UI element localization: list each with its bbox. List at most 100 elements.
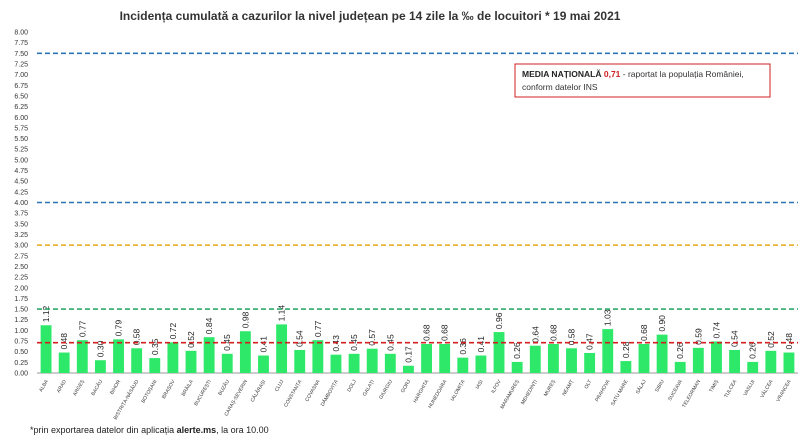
value-label: 0.84 <box>204 317 214 334</box>
value-label: 0.48 <box>784 333 794 350</box>
y-tick-label: 2.00 <box>14 285 28 292</box>
value-label: 0.77 <box>77 320 87 337</box>
value-label: 0.26 <box>675 342 685 359</box>
y-tick-label: 1.00 <box>14 328 28 335</box>
value-label: 0.58 <box>567 328 577 345</box>
x-tick-label: BUZĂU <box>216 378 231 397</box>
bar <box>493 332 505 373</box>
value-label: 0.45 <box>222 334 232 351</box>
bar <box>185 350 197 373</box>
bar <box>439 344 451 373</box>
x-tick-label: TULCEA <box>723 378 738 399</box>
y-tick-label: 6.50 <box>14 93 28 100</box>
value-label: 0.41 <box>258 336 268 353</box>
y-tick-label: 3.75 <box>14 211 28 218</box>
value-label: 0.48 <box>59 333 69 350</box>
x-tick-label: GALAȚI <box>362 379 376 397</box>
x-tick-label: CONSTANȚA <box>283 378 304 408</box>
y-tick-label: 2.25 <box>14 275 28 282</box>
x-tick-label: BIHOR <box>109 379 122 396</box>
x-tick-label: BUCUREȘTI <box>193 379 213 407</box>
y-tick-label: 6.00 <box>14 115 28 122</box>
y-tick-label: 3.25 <box>14 232 28 239</box>
bar <box>312 340 324 373</box>
bar <box>783 352 795 373</box>
y-tick-label: 7.75 <box>14 40 28 47</box>
bar <box>348 353 360 373</box>
x-tick-label: TELEORMAN <box>681 379 702 409</box>
bar <box>76 340 88 373</box>
y-tick-label: 3.50 <box>14 221 28 228</box>
x-tick-label: COVASNA <box>304 378 322 402</box>
y-tick-label: 7.50 <box>14 51 28 58</box>
value-label: 0.17 <box>403 346 413 363</box>
value-label: 0.54 <box>295 330 305 347</box>
x-tick-label: SĂLAJ <box>634 378 648 395</box>
y-tick-label: 4.00 <box>14 200 28 207</box>
y-tick-label: 7.25 <box>14 61 28 68</box>
y-tick-label: 1.25 <box>14 317 28 324</box>
value-label: 1.14 <box>277 305 287 322</box>
bar <box>330 354 342 373</box>
x-tick-label: MARAMUREȘ <box>499 378 521 410</box>
bar <box>149 358 161 373</box>
x-tick-label: BRAȘOV <box>161 378 177 400</box>
y-tick-label: 5.50 <box>14 136 28 143</box>
bar <box>475 355 487 373</box>
bar <box>692 347 704 373</box>
bar <box>131 348 143 373</box>
bar <box>294 349 306 373</box>
bar <box>366 348 378 373</box>
y-tick-label: 2.50 <box>14 264 28 271</box>
value-label: 0.54 <box>730 330 740 347</box>
bar <box>674 361 686 373</box>
x-tick-label: IALOMIȚA <box>450 378 467 402</box>
x-tick-label: IAȘI <box>475 379 485 390</box>
y-tick-label: 5.25 <box>14 147 28 154</box>
x-tick-label: OLT <box>583 379 593 390</box>
bar <box>747 361 759 373</box>
y-tick-label: 4.75 <box>14 168 28 175</box>
x-tick-label: CLUJ <box>274 379 286 393</box>
y-tick-label: 7.00 <box>14 72 28 79</box>
bar <box>58 352 70 373</box>
bar <box>584 352 596 373</box>
bar <box>638 344 650 373</box>
bar <box>203 337 215 373</box>
y-tick-label: 0.25 <box>14 360 28 367</box>
y-tick-label: 1.75 <box>14 296 28 303</box>
value-label: 0.26 <box>512 342 522 359</box>
y-tick-label: 0.00 <box>14 371 28 378</box>
bar <box>765 350 777 373</box>
x-tick-label: SIBIU <box>654 379 666 394</box>
bar <box>221 353 233 373</box>
value-label: 0.68 <box>440 324 450 341</box>
x-tick-label: GIURGIU <box>378 379 394 401</box>
y-tick-label: 6.25 <box>14 104 28 111</box>
bar <box>239 331 251 373</box>
bar <box>384 353 396 373</box>
value-label: 0.74 <box>711 322 721 339</box>
x-tick-label: TIMIȘ <box>708 378 720 393</box>
bar <box>457 357 469 373</box>
bar <box>113 339 124 373</box>
bar <box>511 361 523 373</box>
bar <box>167 342 179 373</box>
value-label: 0.52 <box>186 331 196 348</box>
bar <box>276 324 288 373</box>
value-label: 0.96 <box>494 312 504 329</box>
y-tick-label: 0.75 <box>14 339 28 346</box>
value-label: 0.90 <box>657 315 667 332</box>
value-label: 0.36 <box>458 338 468 355</box>
value-label: 0.26 <box>748 342 758 359</box>
annotation-line2: conform datelor INS <box>522 82 598 92</box>
annotation-box <box>514 63 771 98</box>
annotation-text: - raportat la populația României, <box>620 69 743 79</box>
value-label: 0.28 <box>621 341 631 358</box>
value-label: 0.45 <box>349 334 359 351</box>
value-label: 0.98 <box>240 311 250 328</box>
x-tick-label: CĂLĂRAȘI <box>249 379 267 404</box>
y-tick-label: 4.25 <box>14 189 28 196</box>
value-label: 0.41 <box>476 336 486 353</box>
